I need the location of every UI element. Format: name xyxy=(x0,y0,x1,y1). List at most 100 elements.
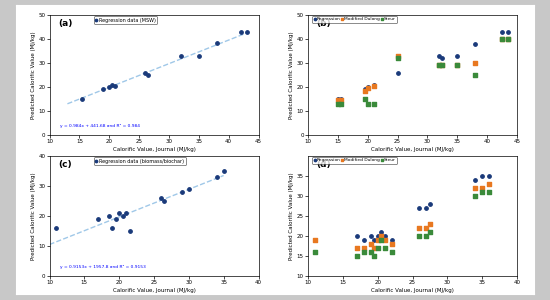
Regression xyxy=(377,230,386,234)
Modified Dulong xyxy=(369,83,378,88)
Steur xyxy=(369,101,378,106)
Regression xyxy=(366,234,375,239)
Regression data (MSW) xyxy=(78,97,87,101)
Regression xyxy=(415,206,424,210)
Regression data (biomass/biochar) xyxy=(94,217,103,221)
Y-axis label: Predicted Calorific Value (MJ/kg): Predicted Calorific Value (MJ/kg) xyxy=(289,31,294,119)
Steur xyxy=(435,63,444,68)
Regression data (biomass/biochar) xyxy=(178,190,186,194)
Regression data (biomass/biochar) xyxy=(108,226,117,230)
Text: (c): (c) xyxy=(58,160,72,169)
Steur xyxy=(422,234,431,239)
Regression xyxy=(426,202,434,206)
Modified Dulong xyxy=(380,238,389,242)
Modified Dulong xyxy=(364,86,372,91)
Modified Dulong xyxy=(373,238,382,242)
Steur xyxy=(471,194,480,198)
Regression xyxy=(498,29,507,34)
Regression data (MSW) xyxy=(111,83,119,88)
Modified Dulong xyxy=(485,182,493,186)
Regression xyxy=(504,29,513,34)
Regression data (MSW) xyxy=(177,53,185,58)
Regression data (biomass/biochar) xyxy=(184,187,193,191)
Modified Dulong xyxy=(438,63,447,68)
Steur xyxy=(353,254,361,258)
Modified Dulong xyxy=(478,186,487,190)
Regression data (biomass/biochar) xyxy=(157,196,166,200)
Modified Dulong xyxy=(311,238,320,242)
Regression data (MSW) xyxy=(212,40,221,45)
Steur xyxy=(311,250,320,254)
Steur xyxy=(453,63,461,68)
Modified Dulong xyxy=(504,37,513,41)
Regression data (biomass/biochar) xyxy=(115,211,124,215)
Steur xyxy=(364,101,372,106)
Modified Dulong xyxy=(471,186,480,190)
Modified Dulong xyxy=(333,98,342,103)
Modified Dulong xyxy=(471,61,480,65)
Regression xyxy=(364,85,372,89)
Text: (d): (d) xyxy=(316,160,331,169)
Text: (b): (b) xyxy=(316,19,331,28)
Regression xyxy=(337,97,345,101)
Modified Dulong xyxy=(377,234,386,239)
Modified Dulong xyxy=(366,242,375,246)
Regression xyxy=(360,87,369,92)
Regression xyxy=(471,178,480,182)
Regression xyxy=(435,53,444,58)
X-axis label: Calorific Value, Journal (MJ/kg): Calorific Value, Journal (MJ/kg) xyxy=(113,147,195,152)
Steur xyxy=(370,254,378,258)
X-axis label: Calorific Value, Journal (MJ/kg): Calorific Value, Journal (MJ/kg) xyxy=(113,288,195,293)
Regression xyxy=(353,234,361,239)
Y-axis label: Predicted Calorific Value (MJ/kg): Predicted Calorific Value (MJ/kg) xyxy=(289,172,294,260)
Regression data (MSW) xyxy=(236,29,245,34)
Regression xyxy=(422,206,431,210)
Regression data (biomass/biochar) xyxy=(160,199,169,203)
Steur xyxy=(387,250,396,254)
Y-axis label: Predicted Calorific Value (MJ/kg): Predicted Calorific Value (MJ/kg) xyxy=(31,31,36,119)
Regression xyxy=(359,238,368,242)
Modified Dulong xyxy=(435,63,444,68)
Regression data (MSW) xyxy=(144,73,152,77)
Steur xyxy=(380,246,389,250)
Regression data (biomass/biochar) xyxy=(52,226,61,230)
Modified Dulong xyxy=(393,53,402,58)
Regression data (biomass/biochar) xyxy=(118,214,127,218)
Steur xyxy=(337,101,345,106)
Regression xyxy=(453,53,461,58)
Regression xyxy=(373,234,382,239)
Regression xyxy=(478,174,487,178)
Modified Dulong xyxy=(415,226,424,230)
X-axis label: Calorific Value, Journal (MJ/kg): Calorific Value, Journal (MJ/kg) xyxy=(371,147,454,152)
Text: y = 0.984x + 441.68 and R² = 0.984: y = 0.984x + 441.68 and R² = 0.984 xyxy=(60,124,140,128)
Regression xyxy=(393,70,402,75)
Regression xyxy=(485,174,493,178)
Steur xyxy=(471,73,480,77)
Steur xyxy=(373,246,382,250)
Modified Dulong xyxy=(498,37,507,41)
Steur xyxy=(498,37,507,41)
Regression data (biomass/biochar) xyxy=(122,211,130,215)
Regression data (MSW) xyxy=(242,29,251,34)
Steur xyxy=(377,238,386,242)
Regression xyxy=(369,82,378,87)
Modified Dulong xyxy=(337,98,345,103)
Legend: Regression, Modified Dulong, Steur: Regression, Modified Dulong, Steur xyxy=(312,16,397,23)
Regression xyxy=(370,238,378,242)
Regression xyxy=(380,234,389,239)
Steur xyxy=(366,250,375,254)
Modified Dulong xyxy=(359,246,368,250)
Steur xyxy=(415,234,424,239)
Regression data (MSW) xyxy=(99,87,108,92)
Regression data (biomass/biochar) xyxy=(104,214,113,218)
Regression data (biomass/biochar) xyxy=(111,217,120,221)
Text: y = 0.9153x + 1957.8 and R² = 0.9153: y = 0.9153x + 1957.8 and R² = 0.9153 xyxy=(60,265,146,268)
Steur xyxy=(333,101,342,106)
Regression data (MSW) xyxy=(108,82,117,87)
Regression xyxy=(438,56,447,61)
Regression data (biomass/biochar) xyxy=(125,229,134,233)
Regression data (MSW) xyxy=(194,53,203,58)
Modified Dulong xyxy=(370,246,378,250)
Steur xyxy=(504,37,513,41)
Regression xyxy=(333,97,342,101)
